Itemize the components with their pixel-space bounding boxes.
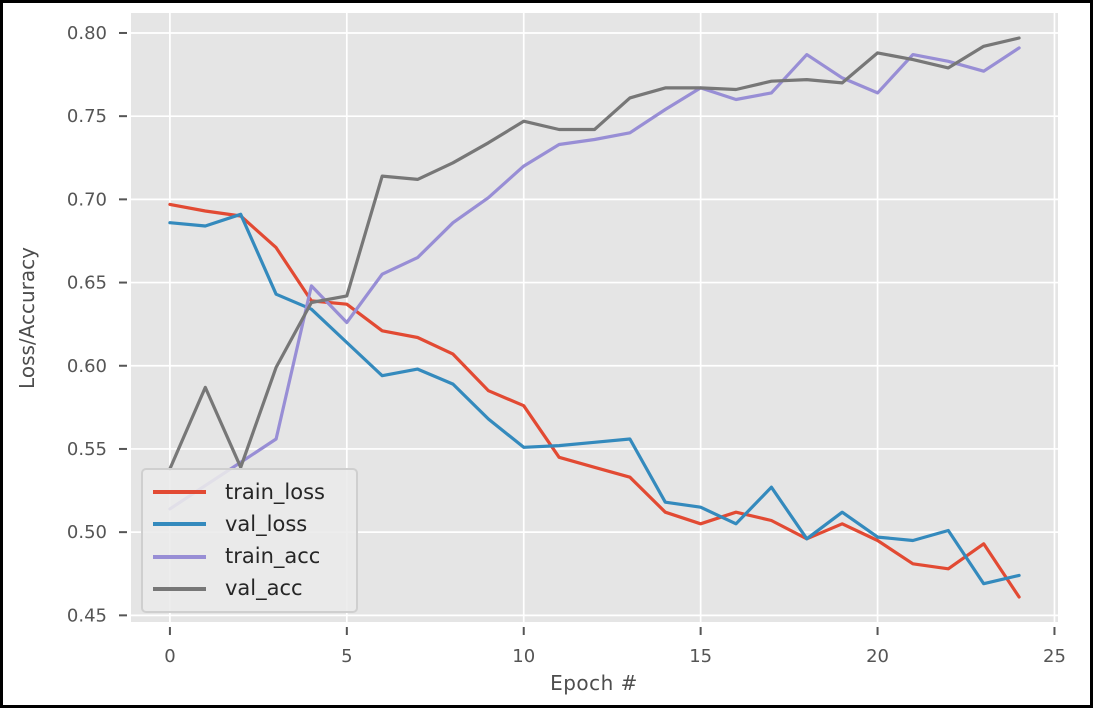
- legend-item-val-acc: val_acc: [153, 573, 356, 605]
- series-line-val_loss: [168, 212, 1021, 586]
- y-tick-label: 0.45: [67, 605, 107, 626]
- y-tick-label: 0.75: [67, 106, 107, 127]
- y-tick-label: 0.65: [67, 273, 107, 294]
- y-tick-label: 0.70: [67, 189, 107, 210]
- legend: train_loss val_loss train_acc val_acc: [141, 468, 358, 613]
- legend-label-val-loss: val_loss: [225, 511, 308, 536]
- legend-line-swatch-val-loss: [153, 522, 206, 527]
- y-tick-label: 0.55: [67, 439, 107, 460]
- legend-item-val-loss: val_loss: [153, 508, 356, 540]
- legend-label-train-acc: train_acc: [225, 544, 321, 569]
- x-tick-label: 10: [512, 646, 535, 667]
- y-tick-label: 0.60: [67, 356, 107, 377]
- y-axis-label: Loss/Accuracy: [15, 247, 39, 389]
- y-tick-label: 0.50: [67, 522, 107, 543]
- x-tick-label: 0: [164, 646, 175, 667]
- series-line-train_acc: [168, 46, 1021, 511]
- legend-label-train-loss: train_loss: [225, 479, 325, 504]
- x-tick-label: 5: [341, 646, 352, 667]
- legend-label-val-acc: val_acc: [225, 576, 303, 601]
- y-tick-label: 0.80: [67, 23, 107, 44]
- legend-item-train-acc: train_acc: [153, 541, 356, 573]
- legend-line-swatch-train-acc: [153, 554, 206, 559]
- legend-line-swatch-train-loss: [153, 490, 206, 495]
- series-line-val_acc: [168, 36, 1021, 471]
- x-axis-label: Epoch #: [550, 671, 638, 695]
- x-tick-label: 15: [689, 646, 712, 667]
- x-tick-label: 25: [1043, 646, 1066, 667]
- legend-item-train-loss: train_loss: [153, 476, 356, 508]
- x-tick-label: 20: [866, 646, 889, 667]
- legend-line-swatch-val-acc: [153, 586, 206, 591]
